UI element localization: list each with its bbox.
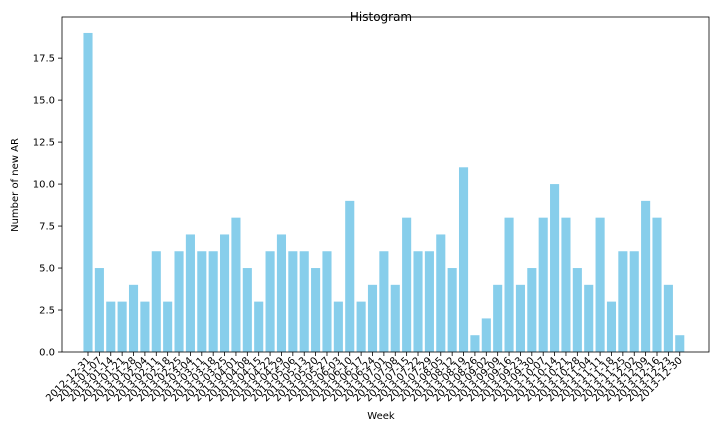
bar-2013-06-03 [333,301,343,352]
bar-2013-09-16 [504,217,514,352]
bar-2013-04-01 [231,217,241,352]
bar-2013-04-22 [265,251,275,352]
bar-2013-12-23 [663,284,673,352]
bar-2013-08-26 [470,335,480,352]
bars-group [83,32,685,352]
y-tick-label: 5.0 [39,264,55,275]
bar-2012-12-31 [83,32,93,352]
bar-2013-01-14 [106,301,116,352]
bar-2013-09-09 [493,284,503,352]
bar-2013-02-11 [151,251,161,352]
bar-2013-05-06 [288,251,298,352]
bar-2013-11-25 [618,251,628,352]
bar-2013-08-19 [458,167,469,352]
y-axis-label: Number of new AR [10,138,21,232]
bar-2013-02-18 [163,301,173,352]
bar-2013-04-15 [254,301,264,352]
bar-2013-12-09 [641,200,651,352]
y-tick-label: 12.5 [33,138,55,149]
bar-2013-04-08 [242,268,252,352]
bar-2013-10-21 [561,217,571,352]
bar-2013-07-15 [402,217,412,352]
bar-2013-09-30 [527,268,537,352]
y-tick-label: 2.5 [39,306,55,317]
bar-2013-08-12 [447,268,457,352]
bar-2013-06-24 [367,284,378,352]
bar-2013-07-29 [424,251,434,352]
bar-2013-06-10 [345,200,355,352]
bar-2013-01-28 [128,284,139,352]
x-axis-label: Week [367,411,395,422]
bar-2013-11-11 [595,217,605,352]
y-tick-label: 0.0 [39,348,55,359]
bar-2013-01-07 [94,268,104,352]
bar-2013-11-04 [584,284,594,352]
bar-2013-12-30 [675,335,685,352]
bar-2013-09-02 [481,318,491,352]
bar-2013-05-27 [322,251,332,352]
bar-2013-07-22 [413,251,423,352]
x-axis: 2012-12-312013-01-072013-01-142013-01-21… [44,352,685,404]
bar-2013-01-21 [117,301,127,352]
bar-2013-10-14 [550,184,560,352]
bar-2013-03-04 [185,234,195,352]
bar-2013-02-25 [174,251,184,352]
y-axis: 0.0 2.5 5.0 7.5 10.0 12.5 15.0 17.5 [33,54,62,359]
bar-2013-03-25 [220,234,230,352]
bar-2013-07-08 [390,284,400,352]
y-tick-label: 10.0 [33,180,55,191]
bar-2013-12-02 [629,251,639,352]
plot-frame [61,16,710,353]
bar-2013-02-04 [140,301,150,352]
y-tick-label: 15.0 [33,96,55,107]
bar-2013-09-23 [515,284,525,352]
y-tick-label: 7.5 [39,222,55,233]
bar-2013-03-11 [197,251,207,352]
bar-2013-03-18 [208,251,218,352]
bar-2013-11-18 [606,301,617,352]
bar-2013-05-20 [311,268,321,352]
bar-2013-08-05 [436,234,446,352]
y-tick-label: 17.5 [33,54,55,65]
bar-2013-06-17 [356,301,366,352]
bar-2013-10-28 [572,268,582,352]
bar-2013-07-01 [379,251,389,352]
bar-2013-10-07 [538,217,548,352]
bar-2013-12-16 [652,217,662,352]
bar-2013-05-13 [299,251,309,352]
bar-2013-04-29 [276,234,287,352]
